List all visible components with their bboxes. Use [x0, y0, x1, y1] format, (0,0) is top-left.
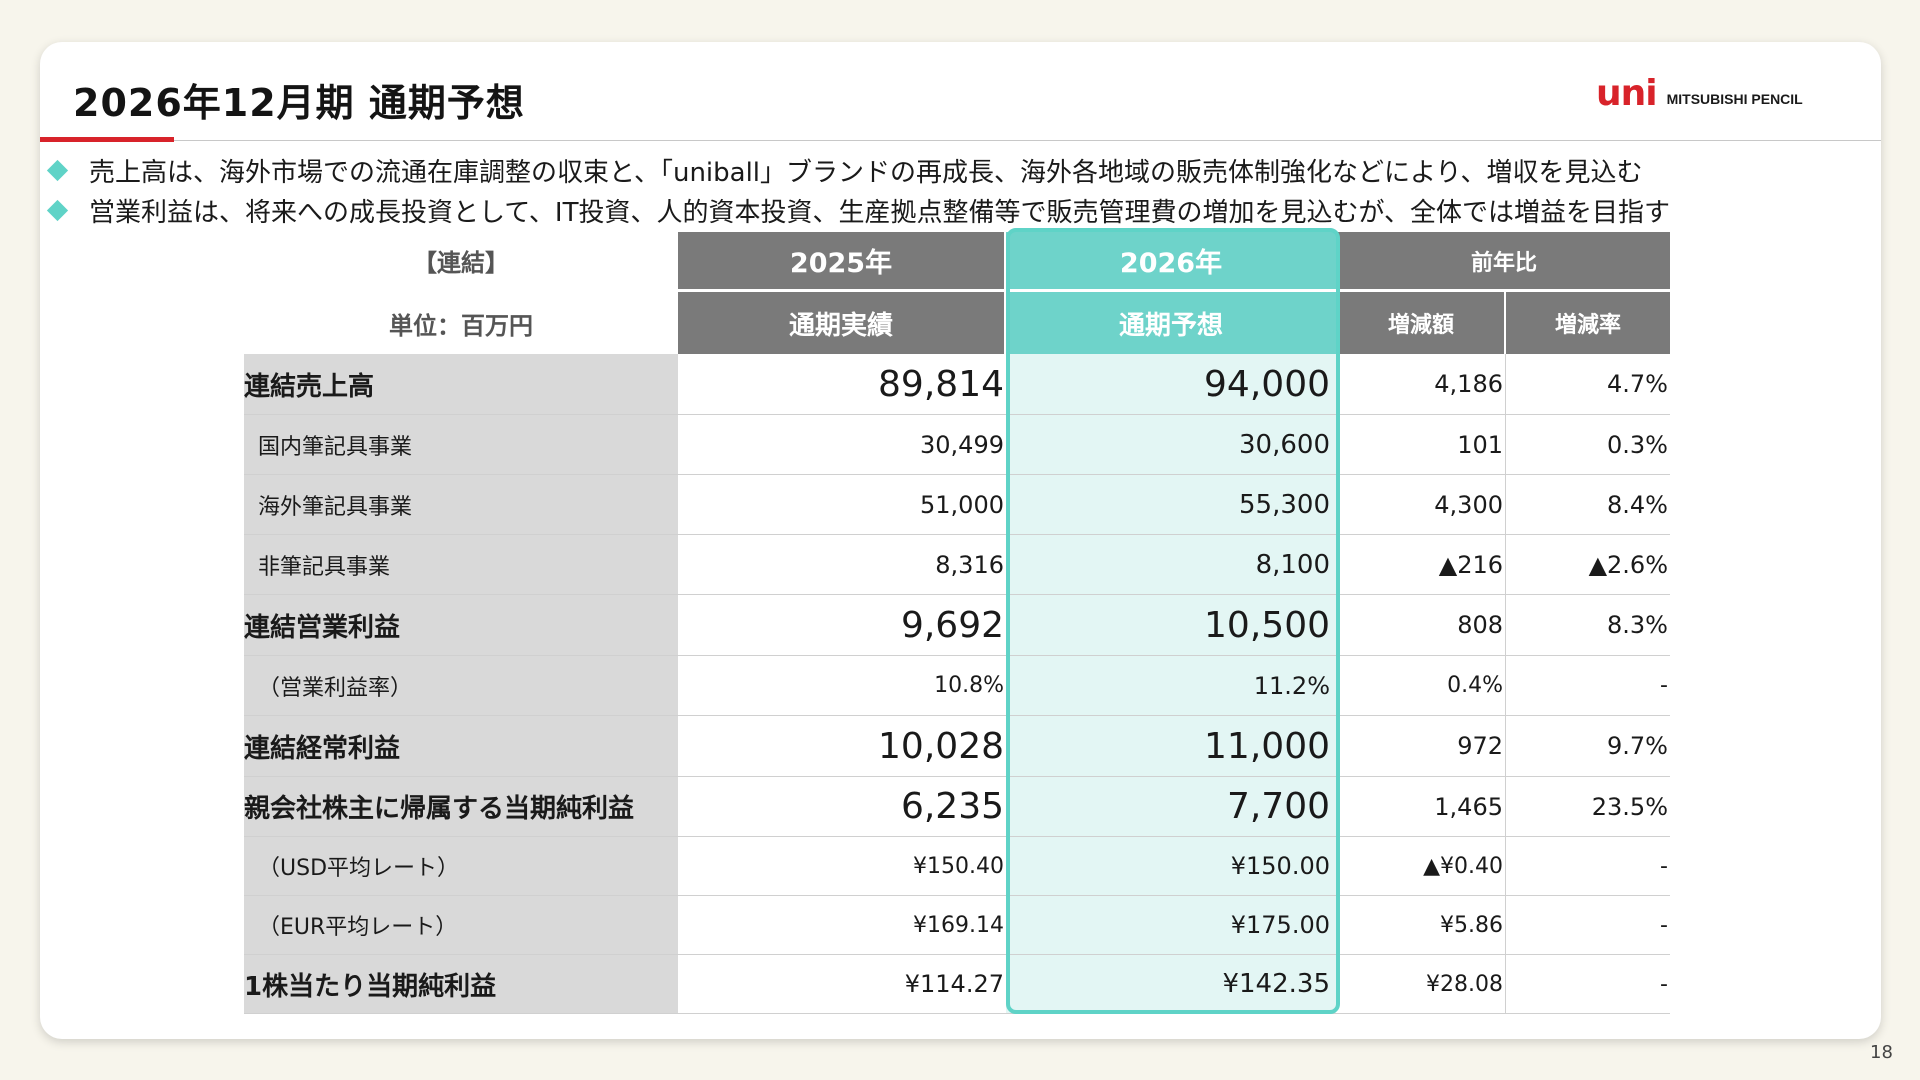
table-row: 連結経常利益 10,028 11,000 972 9.7% — [244, 716, 1670, 777]
logo-mark: uni — [1596, 73, 1658, 114]
col-header-2026: 2026年 — [1006, 232, 1336, 292]
diamond-bullet-icon — [46, 159, 69, 181]
row-label: （営業利益率） — [244, 656, 678, 716]
row-label: 親会社株主に帰属する当期純利益 — [244, 777, 678, 837]
title-divider — [40, 140, 1881, 141]
diff-value: 0.4% — [1336, 656, 1506, 716]
rate-value: 8.3% — [1506, 595, 1670, 656]
col-header-rate: 増減率 — [1506, 292, 1670, 354]
table-row: 連結営業利益 9,692 10,500 808 8.3% — [244, 595, 1670, 656]
company-logo: uni MITSUBISHI PENCIL — [1596, 73, 1803, 114]
actual-value: 30,499 — [678, 415, 1006, 475]
table-row: 非筆記具事業 8,316 8,100 ▲216 ▲2.6% — [244, 535, 1670, 595]
row-label: 1株当たり当期純利益 — [244, 955, 678, 1014]
col-header-actual: 通期実績 — [678, 292, 1006, 354]
diff-value: 4,300 — [1336, 475, 1506, 535]
table-row: 国内筆記具事業 30,499 30,600 101 0.3% — [244, 415, 1670, 475]
row-label: 連結売上高 — [244, 354, 678, 415]
rate-value: - — [1506, 955, 1670, 1014]
actual-value: 8,316 — [678, 535, 1006, 595]
rate-value: - — [1506, 896, 1670, 955]
diff-value: 808 — [1336, 595, 1506, 656]
logo-text: MITSUBISHI PENCIL — [1666, 91, 1803, 107]
rate-value: 8.4% — [1506, 475, 1670, 535]
rate-value: 4.7% — [1506, 354, 1670, 415]
diff-value: 101 — [1336, 415, 1506, 475]
diff-value: 972 — [1336, 716, 1506, 777]
bullet-item: 営業利益は、将来への成長投資として、IT投資、人的資本投資、生産拠点整備等で販売… — [44, 190, 1670, 230]
bullet-item: 売上高は、海外市場での流通在庫調整の収束と、「uniball」ブランドの再成長、… — [44, 150, 1670, 190]
actual-value: 89,814 — [678, 354, 1006, 415]
col-header-2025: 2025年 — [678, 232, 1006, 292]
col-header-yoy: 前年比 — [1336, 232, 1670, 292]
diff-value: ▲¥0.40 — [1336, 837, 1506, 896]
forecast-value: ¥175.00 — [1006, 896, 1336, 955]
row-label: （EUR平均レート） — [244, 896, 678, 955]
table-row: 1株当たり当期純利益 ¥114.27 ¥142.35 ¥28.08 - — [244, 955, 1670, 1014]
row-label: 連結経常利益 — [244, 716, 678, 777]
actual-value: ¥150.40 — [678, 837, 1006, 896]
table-row: 連結売上高 89,814 94,000 4,186 4.7% — [244, 354, 1670, 415]
actual-value: ¥114.27 — [678, 955, 1006, 1014]
actual-value: ¥169.14 — [678, 896, 1006, 955]
col-header-diff: 増減額 — [1336, 292, 1506, 354]
rate-value: ▲2.6% — [1506, 535, 1670, 595]
actual-value: 9,692 — [678, 595, 1006, 656]
table-row: （USD平均レート） ¥150.40 ¥150.00 ▲¥0.40 - — [244, 837, 1670, 896]
forecast-value: 94,000 — [1006, 354, 1336, 415]
actual-value: 10.8% — [678, 656, 1006, 716]
forecast-table: 【連結】 2025年 2026年 前年比 単位：百万円 通期実績 通期予想 増減… — [244, 232, 1670, 1014]
table-row: （EUR平均レート） ¥169.14 ¥175.00 ¥5.86 - — [244, 896, 1670, 955]
forecast-value: 11,000 — [1006, 716, 1336, 777]
forecast-value: 55,300 — [1006, 475, 1336, 535]
diff-value: ▲216 — [1336, 535, 1506, 595]
bullet-text: 売上高は、海外市場での流通在庫調整の収束と、「uniball」ブランドの再成長、… — [89, 157, 1643, 188]
forecast-value: ¥150.00 — [1006, 837, 1336, 896]
unit-label: 単位：百万円 — [244, 292, 678, 354]
forecast-value: 7,700 — [1006, 777, 1336, 837]
bullet-text: 営業利益は、将来への成長投資として、IT投資、人的資本投資、生産拠点整備等で販売… — [89, 197, 1670, 228]
actual-value: 6,235 — [678, 777, 1006, 837]
page-number: 18 — [1870, 1042, 1893, 1063]
forecast-value: 30,600 — [1006, 415, 1336, 475]
forecast-value: 10,500 — [1006, 595, 1336, 656]
table-row: （営業利益率） 10.8% 11.2% 0.4% - — [244, 656, 1670, 716]
row-label: 海外筆記具事業 — [244, 475, 678, 535]
rate-value: - — [1506, 837, 1670, 896]
rate-value: 0.3% — [1506, 415, 1670, 475]
actual-value: 10,028 — [678, 716, 1006, 777]
forecast-value: 8,100 — [1006, 535, 1336, 595]
row-label: 非筆記具事業 — [244, 535, 678, 595]
diamond-bullet-icon — [46, 199, 69, 221]
table-header-row: 【連結】 2025年 2026年 前年比 — [244, 232, 1670, 292]
diff-value: 4,186 — [1336, 354, 1506, 415]
col-header-forecast: 通期予想 — [1006, 292, 1336, 354]
row-label: 連結営業利益 — [244, 595, 678, 656]
diff-value: 1,465 — [1336, 777, 1506, 837]
rate-value: 23.5% — [1506, 777, 1670, 837]
rate-value: - — [1506, 656, 1670, 716]
corner-label-top: 【連結】 — [244, 232, 678, 292]
forecast-value: 11.2% — [1006, 656, 1336, 716]
actual-value: 51,000 — [678, 475, 1006, 535]
table-row: 海外筆記具事業 51,000 55,300 4,300 8.4% — [244, 475, 1670, 535]
bullet-list: 売上高は、海外市場での流通在庫調整の収束と、「uniball」ブランドの再成長、… — [44, 150, 1670, 230]
title-accent-bar — [40, 137, 174, 142]
slide-title: 2026年12月期 通期予想 — [73, 81, 525, 125]
table-subheader-row: 単位：百万円 通期実績 通期予想 増減額 増減率 — [244, 292, 1670, 354]
row-label: 国内筆記具事業 — [244, 415, 678, 475]
forecast-value: ¥142.35 — [1006, 955, 1336, 1014]
row-label: （USD平均レート） — [244, 837, 678, 896]
rate-value: 9.7% — [1506, 716, 1670, 777]
diff-value: ¥28.08 — [1336, 955, 1506, 1014]
diff-value: ¥5.86 — [1336, 896, 1506, 955]
table-row: 親会社株主に帰属する当期純利益 6,235 7,700 1,465 23.5% — [244, 777, 1670, 837]
